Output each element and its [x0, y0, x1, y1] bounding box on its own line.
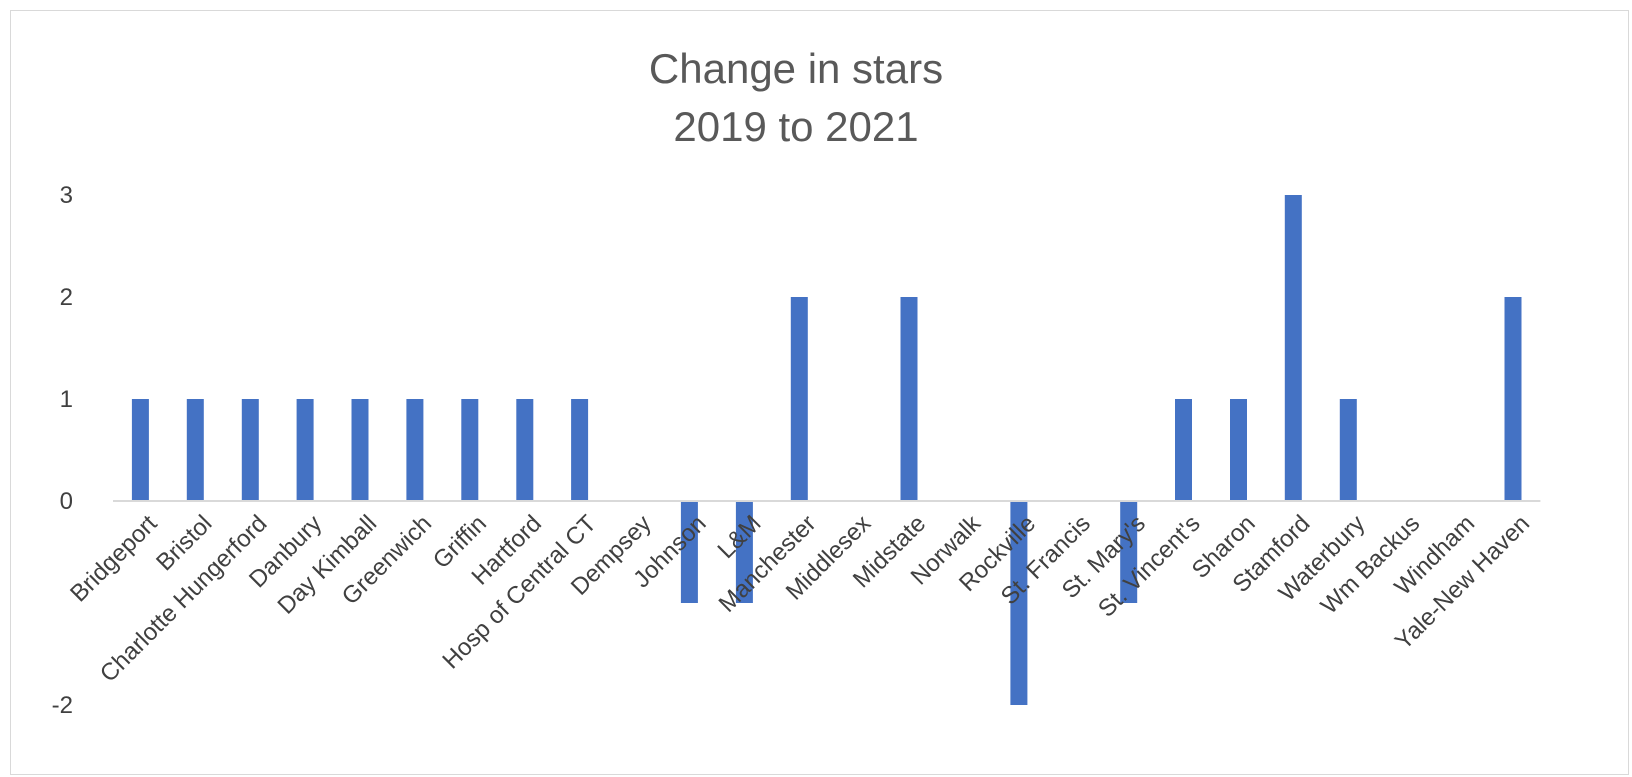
bar — [790, 297, 808, 501]
bar-chart: Change in stars 2019 to 2021 -2 0 1 2 3 Brid… — [52, 45, 1541, 719]
y-tick-label: 0 — [60, 488, 73, 515]
bar — [900, 297, 918, 501]
bar — [131, 399, 149, 501]
bar — [1230, 399, 1247, 501]
bar — [680, 501, 698, 603]
bar — [241, 399, 259, 501]
chart-title-line-1: Change in stars — [649, 45, 943, 92]
bar — [571, 399, 589, 501]
y-tick-label: 1 — [60, 386, 73, 413]
chart-area: Change in stars 2019 to 2021 -2 0 1 2 3 Brid… — [10, 10, 1629, 775]
bar — [735, 501, 753, 603]
bar — [351, 399, 369, 501]
y-tick-label: -2 — [52, 692, 73, 719]
bar — [406, 399, 424, 501]
bar — [1504, 297, 1522, 501]
chart-title-line-2: 2019 to 2021 — [673, 103, 918, 150]
bar — [461, 399, 479, 501]
bar — [296, 399, 314, 501]
bar — [1284, 195, 1302, 501]
bar — [1010, 501, 1028, 705]
category-label: Bridgeport — [65, 510, 163, 608]
bar — [516, 399, 534, 501]
y-axis-ticks: -2 0 1 2 3 — [52, 182, 73, 719]
bar — [1120, 501, 1138, 603]
bars — [131, 195, 1522, 705]
bar — [186, 399, 204, 501]
y-tick-label: 3 — [60, 182, 73, 209]
bar — [1175, 399, 1192, 501]
y-tick-label: 2 — [60, 284, 73, 311]
bar — [1339, 399, 1357, 501]
